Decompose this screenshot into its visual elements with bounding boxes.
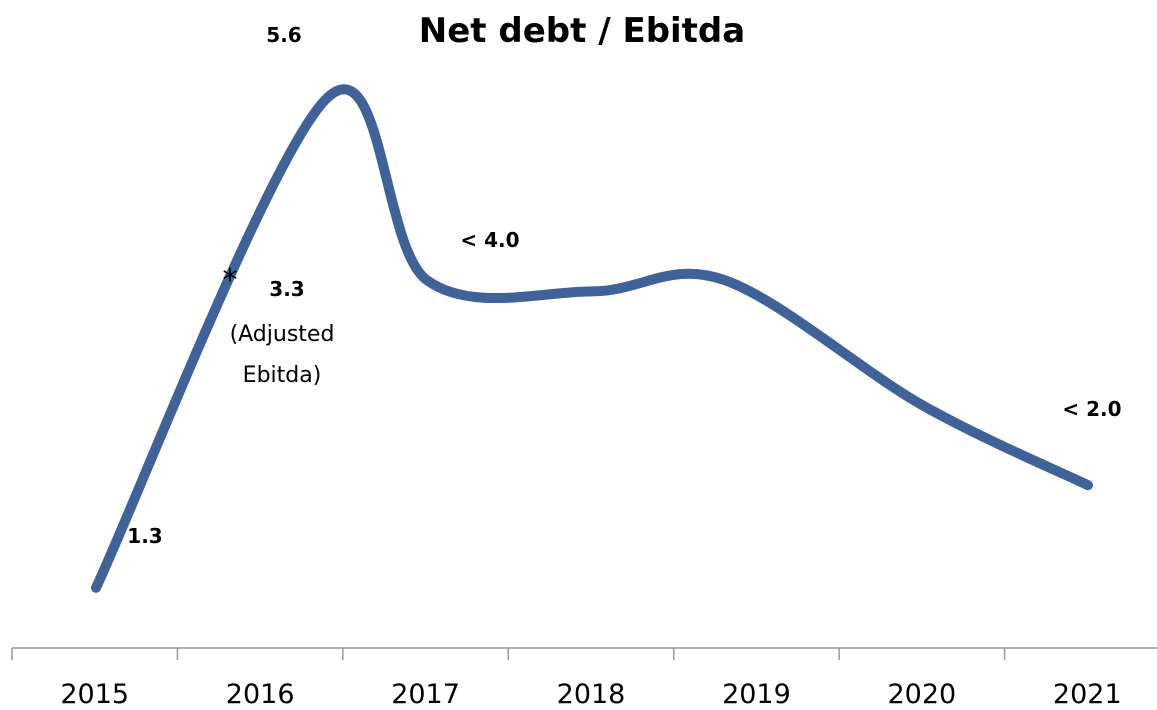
- data-label-5-6: 5.6: [266, 23, 301, 47]
- data-label-1-3: 1.3: [127, 524, 162, 548]
- x-tick-label-2018: 2018: [557, 679, 626, 710]
- annotation-asterisk: *: [223, 263, 238, 298]
- annotation-value: 3.3: [269, 277, 304, 301]
- x-tick-label-2015: 2015: [60, 679, 129, 710]
- series-line-net-debt-ebitda: [91, 84, 1093, 593]
- x-tick-label-2017: 2017: [391, 679, 460, 710]
- chart-title: Net debt / Ebitda: [419, 11, 745, 51]
- x-tick-label-2020: 2020: [887, 679, 956, 710]
- data-label-lt-4-0: < 4.0: [460, 228, 519, 252]
- data-label-lt-2-0: < 2.0: [1062, 397, 1121, 421]
- x-tick-label-2016: 2016: [226, 679, 295, 710]
- x-tick-label-2021: 2021: [1053, 679, 1122, 710]
- annotation-line-2: Ebitda): [243, 363, 322, 388]
- annotation-line-1: (Adjusted: [230, 322, 335, 347]
- x-tick-label-2019: 2019: [722, 679, 791, 710]
